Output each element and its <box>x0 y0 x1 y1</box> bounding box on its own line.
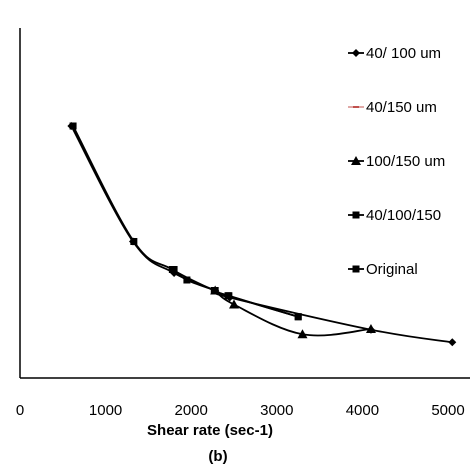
data-point <box>183 276 191 284</box>
legend-marker <box>352 211 360 219</box>
legend-marker <box>353 106 359 108</box>
legend-label: 40/ 100 um <box>366 45 441 62</box>
panel-label: (b) <box>208 448 227 465</box>
x-tick-label: 0 <box>16 402 24 419</box>
data-point <box>225 292 233 300</box>
data-point <box>365 324 376 333</box>
data-point <box>294 313 302 321</box>
data-point <box>168 266 176 273</box>
axes <box>19 28 470 379</box>
legend-label: Original <box>366 261 418 278</box>
legend-marker <box>352 265 360 273</box>
x-axis-label: Shear rate (sec-1) <box>147 422 273 439</box>
legend-marker <box>352 49 360 57</box>
legend-label: 100/150 um <box>366 153 445 170</box>
data-point <box>210 287 218 294</box>
x-tick-label: 3000 <box>260 402 293 419</box>
data-point <box>229 299 239 309</box>
legend: 40/ 100 um 40/150 um 100/150 um 40/100/150 O… <box>348 45 445 278</box>
series-line <box>214 289 372 337</box>
legend-marker <box>351 156 361 165</box>
x-tick-label: 1000 <box>89 402 122 419</box>
data-point <box>130 238 138 245</box>
x-tick-labels: 0 1000 2000 3000 4000 5000 <box>16 402 465 419</box>
legend-label: 40/100/150 <box>366 207 441 224</box>
data-point <box>297 329 308 339</box>
x-tick-label: 5000 <box>431 402 464 419</box>
series-line <box>72 125 299 318</box>
legend-label: 40/150 um <box>366 99 437 116</box>
series-markers <box>67 122 457 347</box>
data-point <box>69 122 77 130</box>
x-tick-label: 2000 <box>175 402 208 419</box>
x-tick-label: 4000 <box>346 402 379 419</box>
data-point <box>448 338 457 347</box>
